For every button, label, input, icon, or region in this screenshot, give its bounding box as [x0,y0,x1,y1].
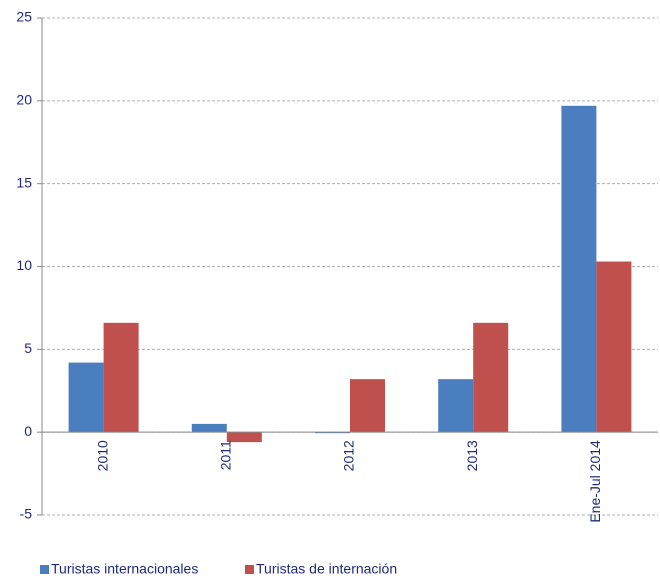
y-tick-label: -5 [20,506,33,522]
bar [438,379,474,433]
y-tick-label: 5 [24,340,32,356]
legend-swatch [40,565,49,574]
y-tick-label: 10 [16,257,32,273]
bar [350,379,385,433]
bar [596,261,632,433]
legend-label: Turistas de internación [256,561,397,577]
y-tick-label: 0 [24,423,32,439]
bar [103,322,139,433]
y-tick-label: 15 [16,174,32,190]
y-tick-label: 20 [16,92,32,108]
x-tick-label: Ene-Jul 2014 [587,440,603,523]
x-tick-label: 2013 [464,440,480,471]
legend-swatch [245,565,254,574]
legend-label: Turistas internacionales [51,561,198,577]
bar [226,432,262,443]
bar [473,322,509,433]
x-tick-label: 2012 [341,440,357,471]
y-tick-label: 25 [16,9,32,25]
bar [561,105,597,433]
x-tick-label: 2011 [218,440,234,470]
x-tick-label: 2010 [94,440,110,471]
bar [191,423,227,433]
bar [68,362,104,433]
